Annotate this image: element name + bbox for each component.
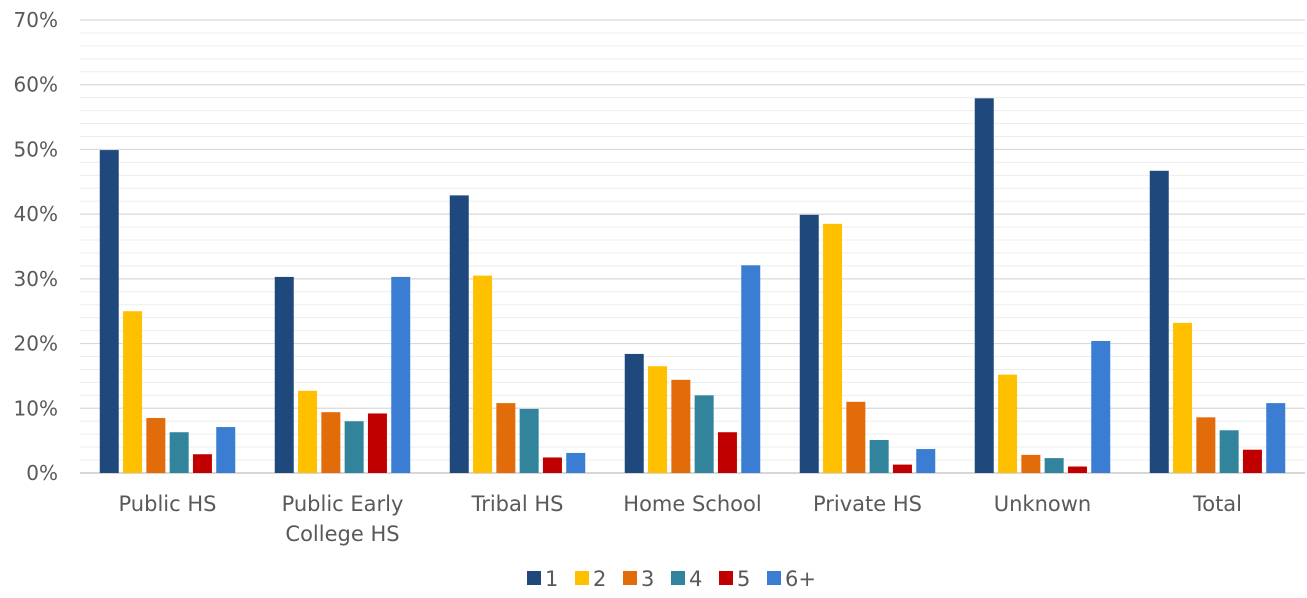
x-category-label: Unknown: [994, 492, 1091, 516]
bar-series-2-2: [473, 275, 493, 473]
legend-label: 4: [689, 567, 702, 591]
bar-series-4-6: [1219, 430, 1239, 473]
bar-series-1-4: [799, 214, 819, 474]
y-tick-label: 60%: [14, 73, 58, 97]
legend-swatch-1: [527, 571, 541, 585]
y-tick-label: 0%: [26, 461, 58, 485]
legend-swatch-5: [719, 571, 733, 585]
x-axis: Public HS Public Early College HS Tribal HS…: [119, 492, 1243, 546]
y-tick-label: 50%: [14, 137, 58, 161]
x-category-label: Total: [1192, 492, 1242, 516]
bar-series-5-4: [892, 464, 912, 473]
x-category-label: College HS: [285, 522, 399, 546]
legend-label: 2: [593, 567, 606, 591]
bar-series-5-3: [717, 432, 737, 473]
bar-series-5-1: [367, 413, 387, 473]
bar-series-3-6: [1196, 417, 1216, 473]
y-tick-label: 30%: [14, 267, 58, 291]
x-category-label: Public Early: [282, 492, 404, 516]
bar-series-3-0: [146, 417, 166, 473]
legend-swatch-6+: [767, 571, 781, 585]
x-category-label: Home School: [623, 492, 761, 516]
bar-series-2-4: [823, 223, 843, 473]
bar-series-6+-3: [741, 265, 761, 473]
bar-series-1-5: [974, 98, 994, 473]
bar-series-5-6: [1242, 449, 1262, 473]
bar-series-1-2: [449, 195, 469, 473]
bar-series-5-5: [1067, 466, 1087, 473]
legend-swatch-4: [671, 571, 685, 585]
bar-series-2-0: [123, 311, 143, 473]
bars: [99, 98, 1286, 474]
legend-label: 1: [545, 567, 558, 591]
bar-series-2-5: [998, 374, 1018, 473]
bar-series-2-3: [648, 366, 668, 473]
legend-swatch-2: [575, 571, 589, 585]
bar-series-6+-6: [1266, 403, 1286, 473]
bar-series-5-0: [192, 454, 212, 473]
bar-series-2-6: [1173, 322, 1193, 473]
bar-series-4-2: [519, 408, 539, 473]
y-tick-label: 70%: [14, 8, 58, 32]
legend-label: 3: [641, 567, 654, 591]
bar-series-1-3: [624, 353, 644, 473]
bar-series-3-1: [321, 412, 341, 473]
y-tick-label: 10%: [14, 396, 58, 420]
bar-series-3-4: [846, 401, 866, 473]
legend-swatch-3: [623, 571, 637, 585]
bar-series-2-1: [298, 390, 318, 473]
bar-series-4-4: [869, 439, 889, 473]
bar-series-1-6: [1149, 170, 1169, 473]
bar-series-4-1: [344, 421, 364, 473]
x-category-label: Public HS: [119, 492, 217, 516]
bar-series-6+-5: [1091, 340, 1111, 473]
bar-series-1-0: [99, 150, 119, 473]
x-category-label: Private HS: [813, 492, 922, 516]
y-tick-label: 40%: [14, 202, 58, 226]
bar-series-5-2: [542, 457, 562, 473]
bar-series-3-3: [671, 379, 691, 473]
x-category-label: Tribal HS: [470, 492, 563, 516]
bar-series-6+-4: [916, 449, 936, 473]
bar-series-4-5: [1044, 458, 1064, 473]
bar-series-6+-1: [391, 276, 411, 473]
legend: 1 2 3 4 5 6+: [527, 567, 816, 591]
bar-series-3-2: [496, 403, 516, 473]
bar-series-3-5: [1021, 454, 1041, 473]
y-axis: 0% 10% 20% 30% 40% 50% 60% 70%: [14, 8, 58, 485]
legend-label: 5: [737, 567, 750, 591]
bar-series-4-3: [694, 395, 714, 473]
bar-series-6+-0: [216, 427, 236, 473]
bar-series-6+-2: [566, 452, 586, 473]
gridlines: [80, 19, 1305, 474]
legend-label: 6+: [785, 567, 816, 591]
y-tick-label: 20%: [14, 332, 58, 356]
bar-series-4-0: [169, 432, 189, 473]
bar-series-1-1: [274, 276, 294, 473]
